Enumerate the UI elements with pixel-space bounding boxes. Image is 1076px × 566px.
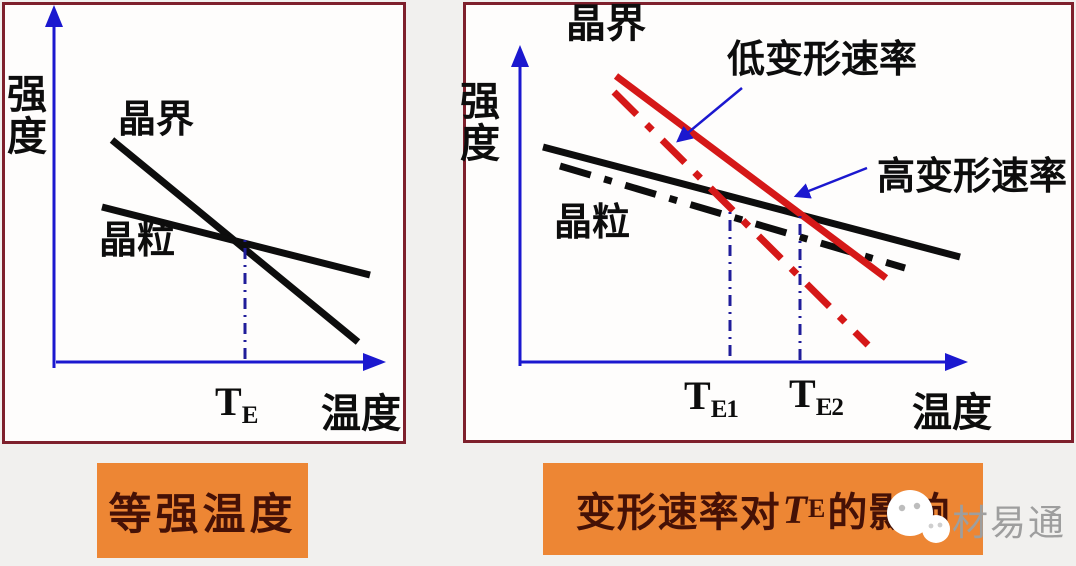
left-caption-text: 等强温度 [108,491,297,539]
watermark: 材易通 [884,488,1066,548]
wechat-bubbles-icon [887,490,950,543]
left-grain-label: 晶粒 [99,220,176,262]
left-grain-boundary-label: 晶界 [118,99,195,141]
low-rate-annotation-label: 低变形速率 [727,39,918,81]
left-x-axis-label: 温度 [321,392,401,436]
watermark-text: 材易通 [952,502,1067,543]
high-rate-annotation-label: 高变形速率 [877,156,1068,198]
te1-marker: TE1 [684,373,739,423]
right-caption-symbol-sub: E [808,494,827,523]
right-caption-box: 变形速率对TE的影响 [543,463,983,555]
right-x-axis-label: 温度 [912,391,992,435]
right-caption-prefix: 变形速率对 [575,490,781,535]
right-grain-boundary-label: 晶界 [566,2,646,46]
left-y-axis-label: 强度 [7,73,47,159]
right-caption-symbol: T [782,486,809,532]
te-marker: TE [215,379,258,429]
te2-marker: TE2 [789,371,844,421]
left-chart-panel [2,2,406,444]
left-caption-box: 等强温度 [97,463,308,558]
right-y-axis-label: 强度 [460,80,500,166]
right-grain-label: 晶粒 [554,202,631,244]
